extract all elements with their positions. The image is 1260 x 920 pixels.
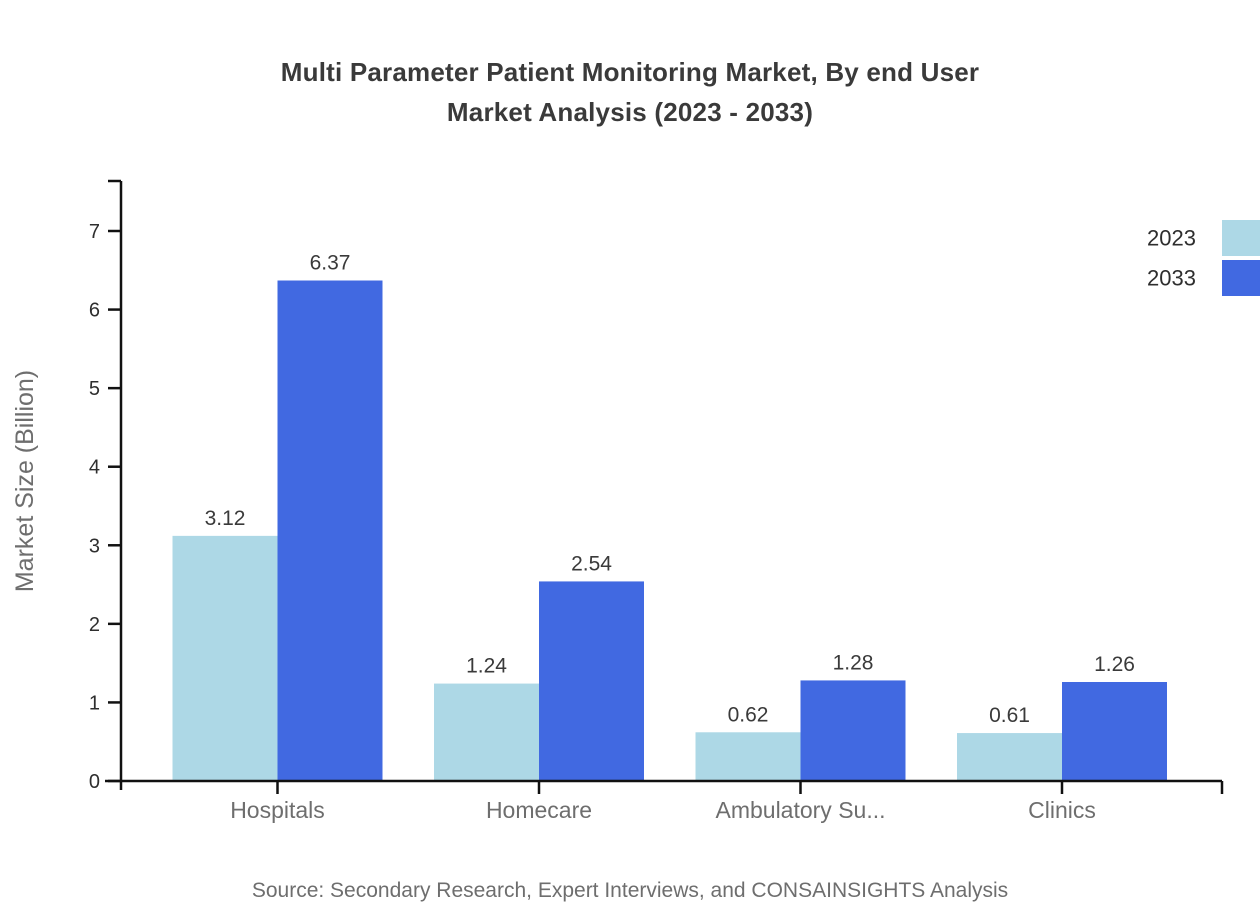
y-tick-label-4: 4 bbox=[89, 457, 100, 479]
value-label-2033-clinics: 1.26 bbox=[1094, 653, 1135, 676]
y-tick-label-1: 1 bbox=[89, 692, 100, 714]
bar-2033-clinics bbox=[1062, 682, 1167, 781]
category-label-ambulatory-su: Ambulatory Su... bbox=[715, 797, 885, 823]
y-tick-label-0: 0 bbox=[89, 771, 100, 793]
value-label-2023-hospitals: 3.12 bbox=[205, 507, 246, 530]
bar-2033-ambulatory-su bbox=[800, 680, 906, 781]
y-tick-label-7: 7 bbox=[89, 221, 100, 243]
legend-swatch-2033 bbox=[1222, 260, 1260, 296]
chart-title: Multi Parameter Patient Monitoring Marke… bbox=[0, 52, 1260, 132]
category-label-clinics: Clinics bbox=[1028, 797, 1096, 823]
value-label-2023-clinics: 0.61 bbox=[989, 704, 1030, 727]
value-label-2033-hospitals: 6.37 bbox=[310, 252, 351, 275]
bar-2033-hospitals bbox=[277, 280, 383, 781]
y-tick-label-3: 3 bbox=[89, 535, 100, 557]
legend-swatch-2023 bbox=[1222, 220, 1260, 256]
y-tick-label-2: 2 bbox=[89, 614, 100, 636]
value-label-2023-ambulatory-su: 0.62 bbox=[728, 703, 769, 726]
bar-2023-hospitals bbox=[172, 535, 278, 781]
source-note: Source: Secondary Research, Expert Inter… bbox=[251, 879, 1009, 902]
y-tick-label-6: 6 bbox=[89, 300, 100, 322]
y-axis-title: Market Size (Billion) bbox=[11, 370, 39, 592]
legend-label-2023: 2023 bbox=[1147, 226, 1196, 251]
value-label-2033-ambulatory-su: 1.28 bbox=[833, 651, 874, 674]
bar-2023-clinics bbox=[957, 733, 1062, 781]
bar-2023-ambulatory-su bbox=[695, 732, 801, 781]
bar-2033-homecare bbox=[539, 581, 644, 781]
chart-title-line2: Market Analysis (2023 - 2033) bbox=[446, 97, 814, 127]
value-label-2033-homecare: 2.54 bbox=[571, 552, 612, 575]
value-label-2023-homecare: 1.24 bbox=[466, 655, 507, 678]
legend-label-2033: 2033 bbox=[1147, 266, 1196, 291]
bar-2023-homecare bbox=[434, 683, 539, 781]
y-tick-label-5: 5 bbox=[89, 378, 100, 400]
chart-title-line1: Multi Parameter Patient Monitoring Marke… bbox=[280, 57, 980, 87]
category-label-homecare: Homecare bbox=[486, 797, 592, 823]
category-label-hospitals: Hospitals bbox=[230, 797, 325, 823]
